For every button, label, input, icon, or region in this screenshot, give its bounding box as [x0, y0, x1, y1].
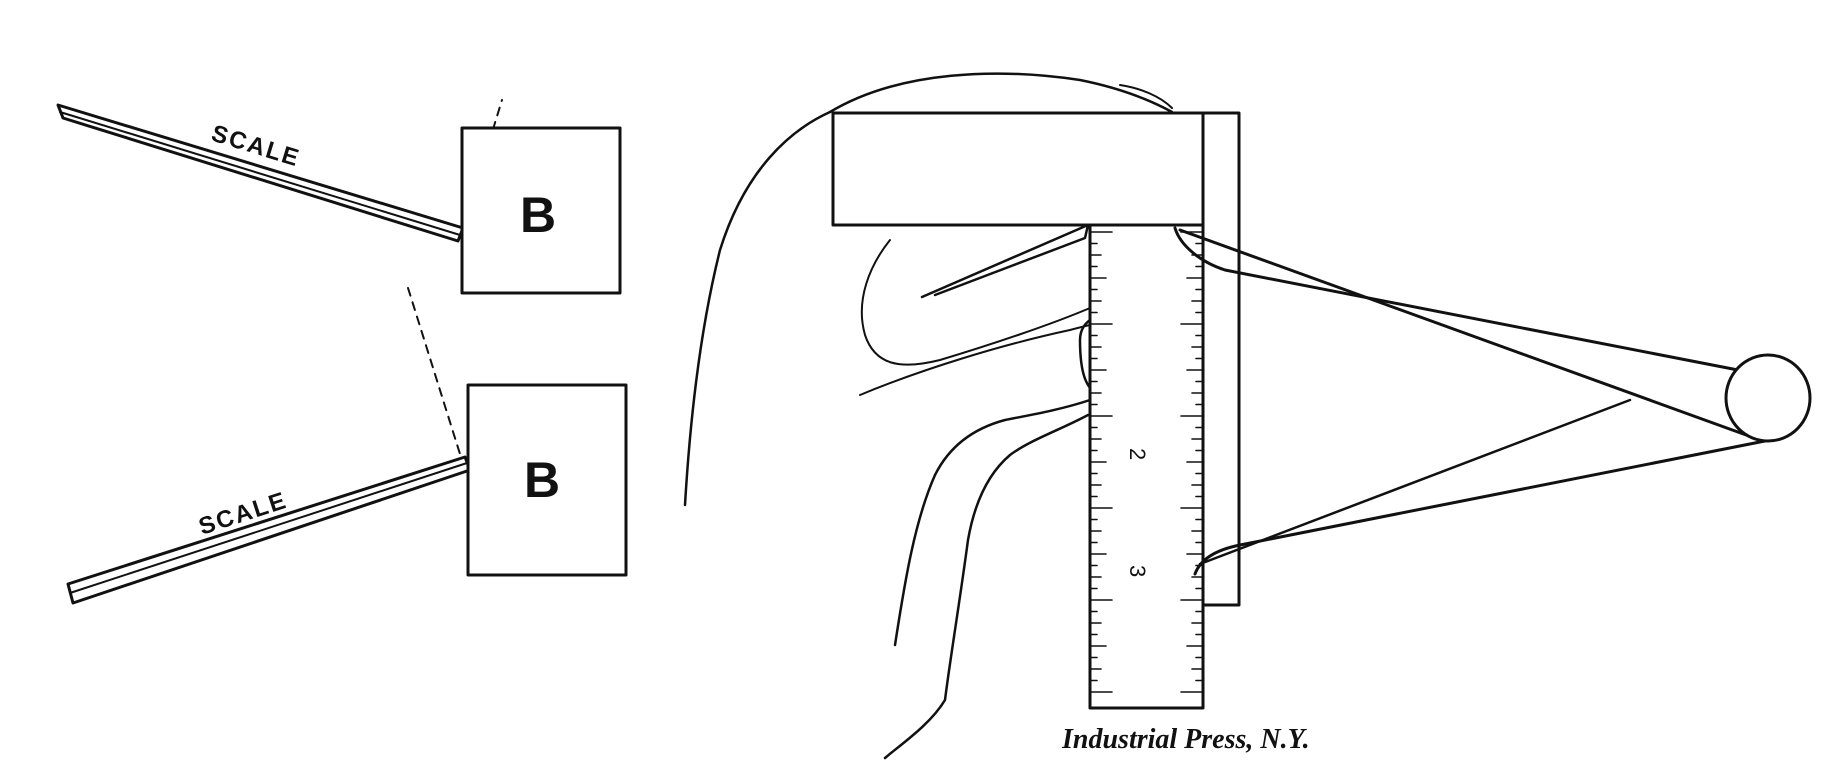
rule-number-3: 3: [1125, 565, 1150, 577]
square-back-bar: [1201, 111, 1241, 607]
lower-block-b: [466, 383, 628, 577]
caliper-joint: [1724, 353, 1812, 443]
upper-setup: SCALE B: [56, 99, 622, 295]
lower-setup: SCALE B: [66, 287, 628, 605]
right-panel: 2 3 Industrial Press, N.Y.: [683, 72, 1812, 760]
steel-rule-blade: [1088, 223, 1205, 710]
lower-block-label: B: [524, 452, 560, 508]
upper-block-b: [460, 126, 622, 295]
left-panel: SCALE B SCALE B: [56, 99, 628, 605]
square-stock: [831, 111, 1205, 227]
hand-drawing: [683, 72, 1174, 760]
steel-rule: 2 3: [1088, 223, 1205, 710]
lower-scale: [66, 455, 472, 605]
rule-number-2: 2: [1125, 448, 1150, 460]
upper-scale: [56, 103, 465, 243]
caliper: [1173, 226, 1812, 576]
publisher-credit: Industrial Press, N.Y.: [1061, 724, 1310, 755]
upper-block-label: B: [520, 187, 556, 243]
lower-reference-dashed-line: [407, 287, 466, 471]
